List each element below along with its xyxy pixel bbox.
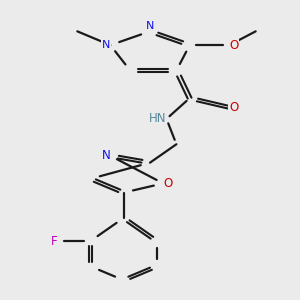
Text: N: N [102, 40, 110, 50]
Text: O: O [163, 177, 172, 190]
Text: HN: HN [149, 112, 166, 125]
Text: O: O [229, 101, 239, 114]
Text: O: O [229, 39, 239, 52]
Text: F: F [51, 235, 58, 248]
Text: N: N [102, 149, 110, 162]
Text: N: N [146, 21, 154, 31]
